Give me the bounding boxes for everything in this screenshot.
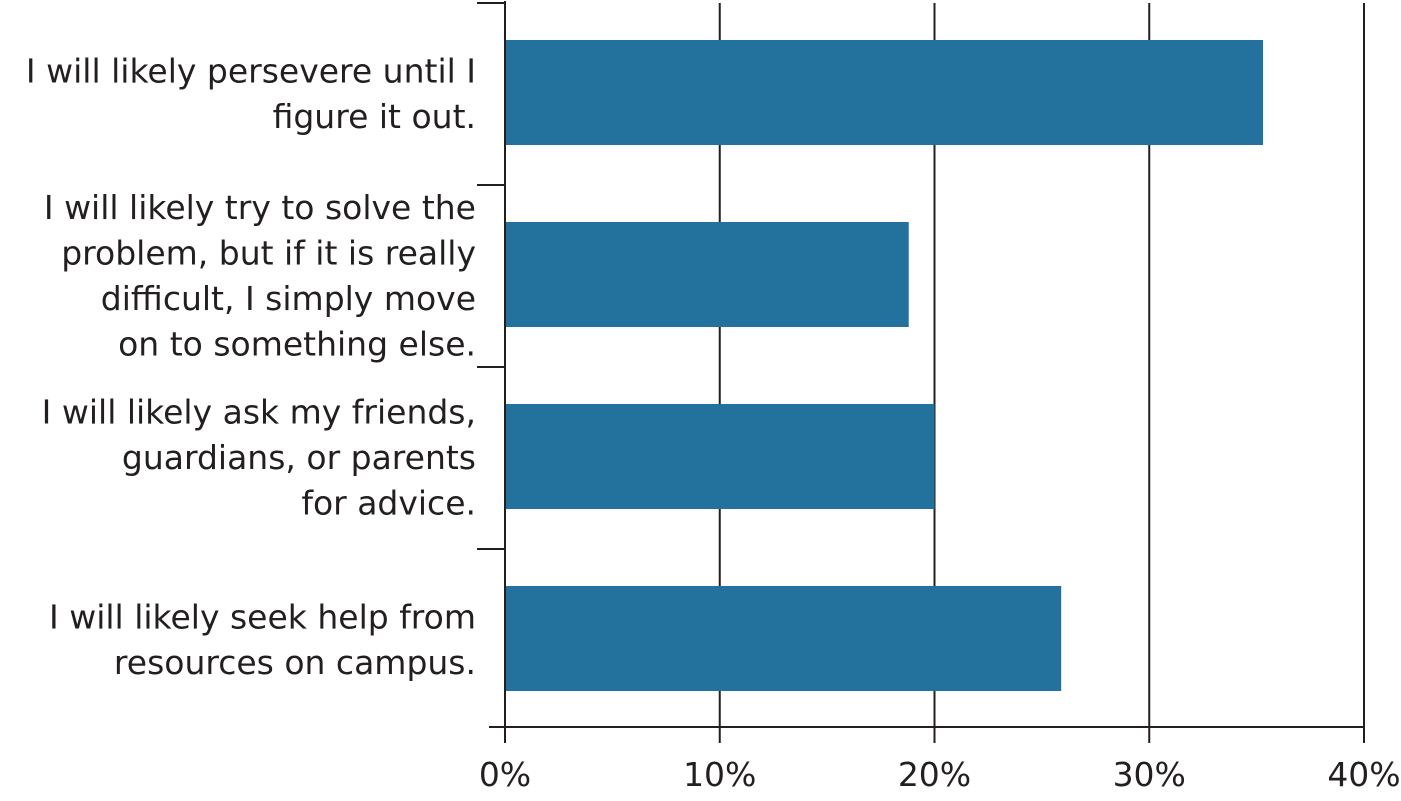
x-tick-label: 0%	[479, 755, 531, 794]
category-label-line: figure it out.	[273, 97, 476, 136]
category-label-line: on to something else.	[118, 324, 476, 363]
x-tick-label: 10%	[683, 755, 756, 794]
x-tick-labels: 0% 10% 20% 30% 40%	[479, 755, 1401, 794]
category-label: I will likely try to solve the problem, b…	[44, 188, 476, 364]
x-tick-label: 40%	[1327, 755, 1400, 794]
category-label: I will likely persevere until I figure it…	[26, 51, 476, 136]
x-tick-label: 30%	[1113, 755, 1186, 794]
category-label-line: problem, but if it is really	[61, 233, 476, 272]
bar	[505, 40, 1264, 145]
bar	[505, 404, 935, 509]
category-label: I will likely ask my friends, guardians, …	[42, 393, 476, 523]
bars	[505, 40, 1264, 691]
category-label-line: I will likely try to solve the	[44, 188, 476, 227]
category-label-line: I will likely persevere until I	[26, 51, 476, 90]
bar	[505, 222, 909, 327]
category-label-line: I will likely ask my friends,	[42, 393, 476, 432]
x-tick-label: 20%	[898, 755, 971, 794]
category-label-line: guardians, or parents	[122, 438, 476, 477]
category-labels: I will likely persevere until I figure it…	[26, 51, 476, 682]
category-label: I will likely seek help from resources on…	[49, 597, 476, 682]
bar	[505, 586, 1062, 691]
category-label-line: I will likely seek help from	[49, 597, 476, 636]
category-label-line: difficult, I simply move	[101, 279, 476, 318]
category-label-line: for advice.	[301, 484, 476, 523]
category-label-line: resources on campus.	[114, 643, 476, 682]
axes	[477, 1, 1365, 743]
